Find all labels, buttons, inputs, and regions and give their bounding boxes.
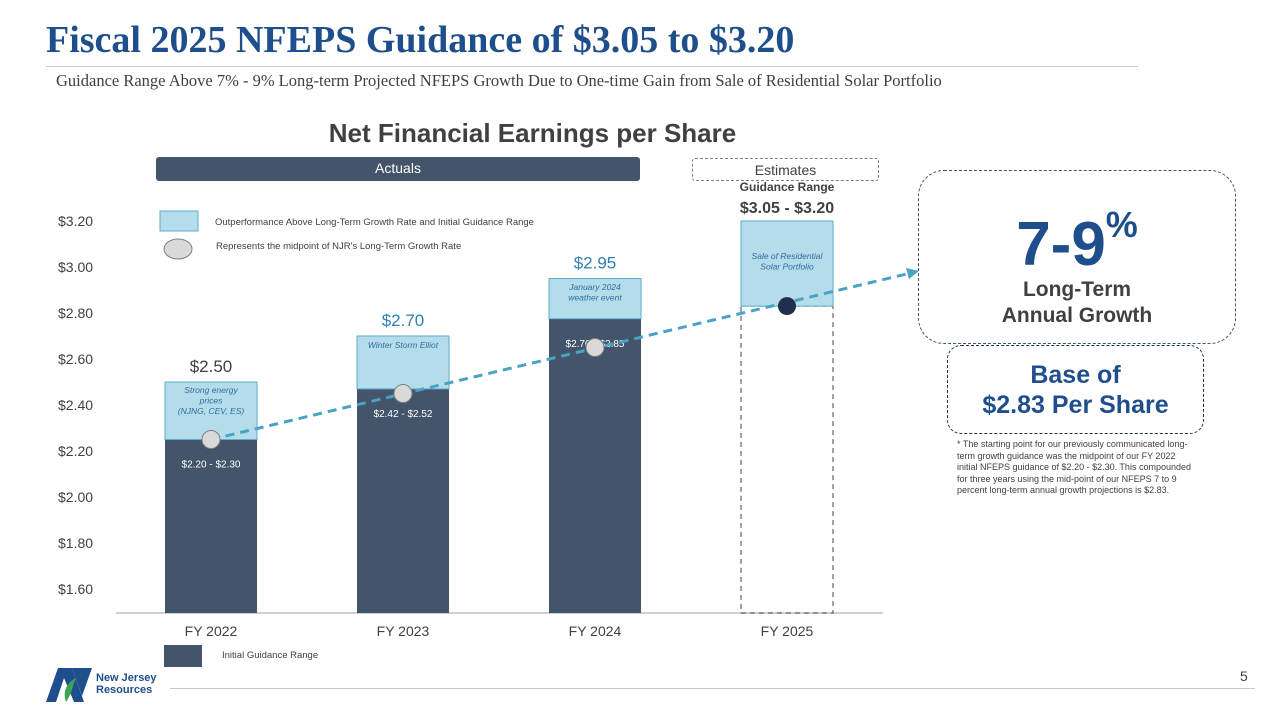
y-tick-label: $2.80 — [58, 305, 93, 321]
midpoint-marker — [201, 430, 221, 449]
page-number: 5 — [1240, 668, 1248, 684]
logo-line1: New Jersey — [96, 672, 157, 684]
growth-label-line1: Long-Term — [1022, 278, 1132, 301]
chart-title: Net Financial Earnings per Share — [328, 118, 737, 148]
legend-label-initial-guidance: Initial Guidance Range — [222, 650, 318, 661]
bar-annotation: Sale of Residential Solar Portfolio — [752, 251, 824, 272]
legend-label-outperformance: Outperformance Above Long-Term Growth Ra… — [215, 217, 534, 228]
logo-line2: Resources — [96, 684, 153, 696]
guidance-range-value: $3.05 - $3.20 — [740, 200, 834, 217]
growth-label-line2: Annual Growth — [1001, 304, 1153, 327]
bar-estimate-outline — [740, 305, 834, 614]
base-line2: $2.83 Per Share — [982, 391, 1169, 419]
x-tick-label: FY 2023 — [377, 623, 430, 639]
bar-top-value: $2.50 — [190, 357, 233, 376]
njr-logo-icon — [46, 668, 92, 702]
growth-callout: 7-9% Long-Term Annual Growth — [918, 170, 1236, 344]
midpoint-marker — [585, 338, 605, 357]
y-tick-label: $2.00 — [58, 489, 93, 505]
x-tick-label: FY 2025 — [761, 623, 814, 639]
bar-range-label: $2.20 - $2.30 — [182, 460, 241, 471]
x-tick-label: FY 2024 — [569, 623, 622, 639]
page-subtitle: Guidance Range Above 7% - 9% Long-term P… — [56, 71, 942, 90]
y-tick-label: $2.40 — [58, 397, 93, 413]
y-tick-label: $2.60 — [58, 351, 93, 367]
bar-initial-guidance — [165, 439, 257, 613]
y-tick-label: $3.20 — [58, 213, 93, 229]
base-line1: Base of — [1030, 361, 1121, 389]
actuals-banner: Actuals — [156, 157, 640, 181]
legend-swatch-midpoint — [163, 238, 193, 260]
bar-annotation: January 2024 weather event — [568, 282, 622, 303]
bar-initial-guidance — [549, 318, 641, 613]
growth-value: 7-9% — [919, 193, 1235, 277]
growth-unit: % — [1105, 204, 1138, 245]
bar-annotation: Winter Storm Elliot — [368, 340, 439, 350]
bar-top-value: $2.70 — [382, 311, 425, 330]
trend-arrow-head — [906, 268, 919, 279]
footer-divider — [170, 688, 1255, 689]
footnote: * The starting point for our previously … — [957, 439, 1191, 495]
bar-annotation: Strong energy prices (NJNG, CEV, ES) — [178, 385, 245, 416]
midpoint-marker-fy2025 — [778, 297, 796, 316]
bar-outperformance — [740, 220, 834, 307]
bar-outperformance — [548, 278, 642, 320]
base-callout: Base of $2.83 Per Share — [947, 345, 1204, 434]
bar-initial-guidance — [357, 388, 449, 613]
growth-trend-line — [210, 270, 916, 441]
estimates-banner: Estimates — [692, 158, 879, 181]
y-tick-label: $3.00 — [58, 259, 93, 275]
y-tick-label: $1.60 — [58, 581, 93, 597]
y-tick-label: $1.80 — [58, 535, 93, 551]
y-tick-label: $2.20 — [58, 443, 93, 459]
page-title: Fiscal 2025 NFEPS Guidance of $3.05 to $… — [46, 19, 795, 61]
bar-range-label: $2.42 - $2.52 — [374, 409, 433, 420]
legend-swatch-initial-guidance — [164, 645, 202, 667]
logo-text: New Jersey Resources — [96, 672, 157, 696]
title-divider — [46, 66, 1138, 67]
guidance-range-label: Guidance Range — [740, 180, 835, 194]
x-tick-label: FY 2022 — [185, 623, 238, 639]
bar-top-value: $2.95 — [574, 254, 617, 273]
legend-label-midpoint: Represents the midpoint of NJR's Long-Te… — [216, 241, 461, 252]
legend-swatch-outperformance — [159, 210, 199, 232]
growth-number: 7-9 — [1016, 210, 1106, 279]
midpoint-marker — [393, 384, 413, 403]
bar-outperformance — [356, 335, 450, 390]
